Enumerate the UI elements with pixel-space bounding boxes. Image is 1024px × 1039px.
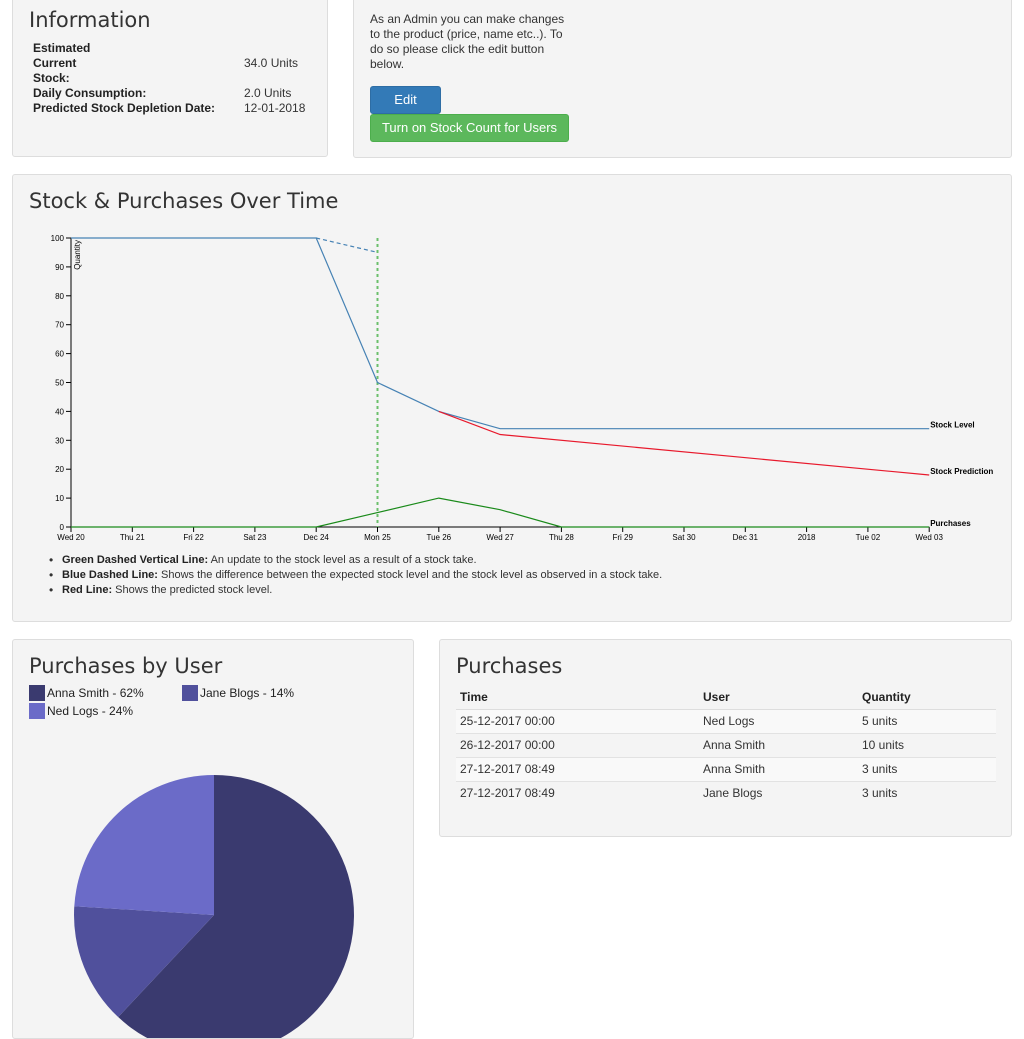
x-tick-label: Dec 31 bbox=[733, 533, 759, 542]
cell-time: 27-12-2017 08:49 bbox=[456, 780, 699, 805]
series-label-stock-level: Stock Level bbox=[930, 421, 974, 430]
stock-count-toggle-button[interactable]: Turn on Stock Count for Users bbox=[370, 114, 569, 142]
legend-label-jane-blogs: Jane Blogs - 14% bbox=[200, 686, 295, 700]
note-blue-dashed: Blue Dashed Line: Shows the difference b… bbox=[49, 568, 663, 583]
y-tick-label: 10 bbox=[55, 494, 64, 503]
info-label-current: Current bbox=[33, 56, 77, 70]
column-header-quantity: Quantity bbox=[858, 686, 996, 710]
x-tick-label: Tue 02 bbox=[856, 533, 881, 542]
cell-time: 27-12-2017 08:49 bbox=[456, 756, 699, 781]
purchases-by-user-panel: Purchases by User Anna Smith - 62% Jane … bbox=[12, 639, 414, 1039]
cell-user: Anna Smith bbox=[699, 756, 858, 781]
cell-user: Ned Logs bbox=[699, 708, 858, 733]
legend-swatch-ned-logs bbox=[29, 703, 45, 719]
y-tick-label: 50 bbox=[55, 379, 64, 388]
x-tick-label: Tue 26 bbox=[426, 533, 451, 542]
y-tick-label: 70 bbox=[55, 321, 64, 330]
table-row: 26-12-2017 00:00 Anna Smith 10 units bbox=[456, 732, 996, 757]
admin-instructions: As an Admin you can make changes to the … bbox=[370, 12, 565, 71]
y-tick-label: 20 bbox=[55, 465, 64, 474]
x-tick-label: Wed 20 bbox=[57, 533, 85, 542]
info-label-estimated: Estimated bbox=[33, 41, 91, 55]
stock-chart: 0 10 20 30 40 50 60 70 80 90 100 Quantity Wed 20 Thu … bbox=[51, 234, 994, 542]
purchases-title: Purchases bbox=[456, 654, 563, 678]
x-tick-label: Fri 29 bbox=[612, 533, 633, 542]
legend-swatch-anna-smith bbox=[29, 685, 45, 701]
note-red-line-text: Shows the predicted stock level. bbox=[112, 584, 273, 596]
table-row: 27-12-2017 08:49 Anna Smith 3 units bbox=[456, 756, 996, 781]
table-row: 25-12-2017 00:00 Ned Logs 5 units bbox=[456, 708, 996, 733]
y-tick-label: 30 bbox=[55, 436, 64, 445]
chart-notes: Green Dashed Vertical Line: An update to… bbox=[49, 553, 663, 598]
cell-quantity: 10 units bbox=[858, 732, 996, 757]
y-tick-label: 100 bbox=[51, 234, 65, 243]
series-label-stock-prediction: Stock Prediction bbox=[930, 467, 993, 476]
series-line-stock-difference bbox=[316, 237, 378, 253]
stock-chart-panel: Stock & Purchases Over Time 0 10 20 30 40 50 6… bbox=[12, 174, 1012, 622]
note-green-dashed: Green Dashed Vertical Line: An update to… bbox=[49, 553, 662, 568]
series-line-stock-prediction bbox=[438, 410, 930, 476]
column-header-user: User bbox=[699, 686, 858, 710]
legend-label-anna-smith: Anna Smith - 62% bbox=[47, 686, 144, 700]
legend-item-jane-blogs: Jane Blogs - 14% bbox=[182, 685, 322, 701]
y-tick-label: 60 bbox=[55, 350, 64, 359]
x-tick-label: Wed 03 bbox=[915, 533, 943, 542]
series-line-purchases bbox=[71, 497, 930, 528]
information-title: Information bbox=[29, 8, 151, 32]
table-row: 27-12-2017 08:49 Jane Blogs 3 units bbox=[456, 780, 996, 805]
x-tick-label: Fri 22 bbox=[183, 533, 204, 542]
stock-chart-title: Stock & Purchases Over Time bbox=[29, 189, 339, 213]
edit-product-button[interactable]: Edit Hay bbox=[370, 86, 441, 133]
note-green-dashed-text: An update to the stock level as a result… bbox=[208, 554, 477, 566]
y-tick-label: 40 bbox=[55, 407, 64, 416]
pie-chart-title: Purchases by User bbox=[29, 654, 223, 678]
info-value-depletion-date: 12-01-2018 bbox=[244, 101, 306, 115]
cell-quantity: 3 units bbox=[858, 756, 996, 781]
cell-quantity: 5 units bbox=[858, 708, 996, 733]
note-blue-dashed-text: Shows the difference between the expecte… bbox=[157, 569, 663, 581]
y-tick-label: 0 bbox=[60, 523, 65, 532]
y-tick-label: 80 bbox=[55, 292, 64, 301]
cell-user: Jane Blogs bbox=[699, 780, 858, 805]
legend-label-ned-logs: Ned Logs - 24% bbox=[47, 704, 134, 718]
note-blue-dashed-bold: Blue Dashed Line: bbox=[62, 569, 158, 581]
legend-item-ned-logs: Ned Logs - 24% bbox=[29, 703, 169, 719]
y-axis-label: Quantity bbox=[73, 240, 82, 270]
x-tick-label: Thu 28 bbox=[549, 533, 574, 542]
information-panel: Information Estimated Current Stock: 34.… bbox=[12, 0, 328, 157]
info-label-daily-consumption: Daily Consumption: bbox=[33, 86, 147, 100]
series-line-stock-level bbox=[71, 237, 930, 430]
x-tick-label: Thu 21 bbox=[120, 533, 145, 542]
x-tick-label: Dec 24 bbox=[304, 533, 330, 542]
pie-slice-anna-smith bbox=[118, 775, 354, 1038]
x-tick-label: Sat 23 bbox=[243, 533, 267, 542]
info-label-depletion-date: Predicted Stock Depletion Date: bbox=[33, 101, 216, 115]
table-header-row: Time User Quantity bbox=[456, 686, 996, 710]
note-red-line-bold: Red Line: bbox=[62, 584, 113, 596]
cell-time: 26-12-2017 00:00 bbox=[456, 732, 699, 757]
x-tick-label: Wed 27 bbox=[486, 533, 514, 542]
cell-quantity: 3 units bbox=[858, 780, 996, 805]
admin-panel: As an Admin you can make changes to the … bbox=[353, 0, 1012, 158]
legend-swatch-jane-blogs bbox=[182, 685, 198, 701]
note-green-dashed-bold: Green Dashed Vertical Line: bbox=[62, 554, 209, 566]
column-header-time: Time bbox=[456, 686, 699, 710]
x-tick-label: Sat 30 bbox=[672, 533, 696, 542]
purchases-table: Time User Quantity 25-12-2017 00:00 Ned … bbox=[456, 686, 996, 805]
pie-slice-ned-logs bbox=[74, 775, 214, 915]
x-tick-label: Mon 25 bbox=[364, 533, 391, 542]
y-tick-label: 90 bbox=[55, 263, 64, 272]
cell-time: 25-12-2017 00:00 bbox=[456, 708, 699, 733]
info-value-current-stock: 34.0 Units bbox=[244, 56, 299, 70]
x-tick-label: 2018 bbox=[798, 533, 816, 542]
note-red-line: Red Line: Shows the predicted stock leve… bbox=[49, 583, 662, 598]
purchases-panel: Purchases Time User Quantity 25-12-2017 … bbox=[439, 639, 1012, 837]
legend-item-anna-smith: Anna Smith - 62% bbox=[29, 685, 169, 701]
info-value-daily-consumption: 2.0 Units bbox=[244, 86, 292, 100]
pie-slice-jane-blogs bbox=[74, 906, 214, 1018]
cell-user: Anna Smith bbox=[699, 732, 858, 757]
series-label-purchases: Purchases bbox=[930, 519, 971, 528]
info-label-stock: Stock: bbox=[33, 71, 70, 85]
pie-chart bbox=[74, 775, 354, 1038]
